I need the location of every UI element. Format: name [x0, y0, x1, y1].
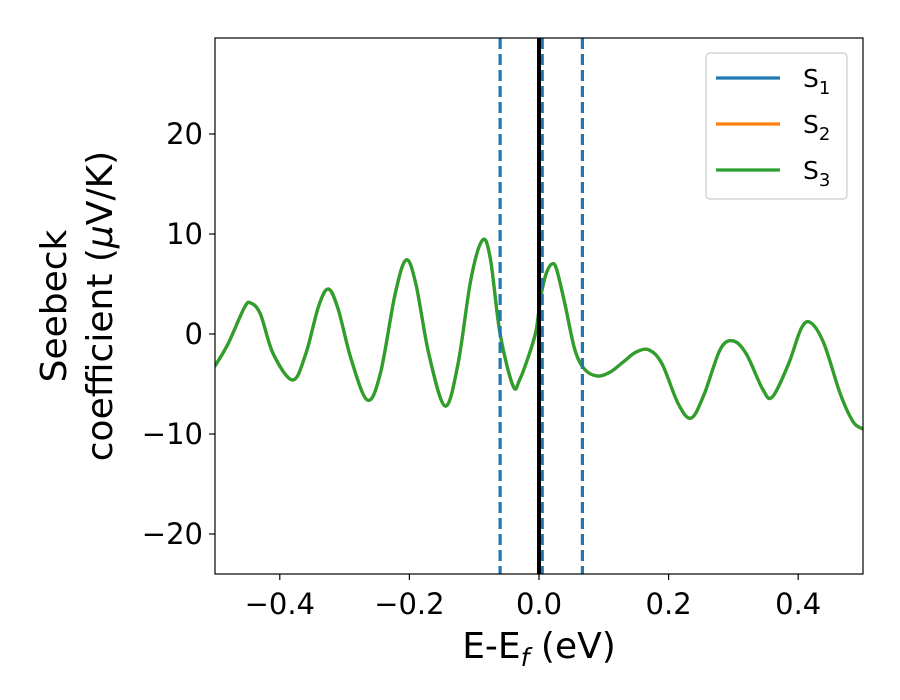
x-tick-label: −0.2 [374, 587, 444, 621]
x-tick-label: 0.0 [516, 587, 562, 621]
legend-frame [705, 52, 848, 200]
y-axis-label-line1: Seebeck [34, 229, 75, 382]
x-axis-label-unit: (eV) [529, 626, 615, 667]
y-axis-label: Seebeck coefficient (μV/K) [34, 151, 121, 461]
y-axis-label-line2: coefficient (μV/K) [80, 151, 121, 461]
x-tick-label: −0.4 [245, 587, 315, 621]
x-axis-label: E-Ef (eV) [462, 626, 616, 672]
y-tick-label: −20 [142, 517, 203, 551]
legend: S1 S2 S3 [705, 52, 848, 200]
x-axis-ticks: −0.4 −0.2 0.0 0.2 0.4 [245, 574, 821, 621]
legend-label-s1: S1 [803, 64, 830, 99]
reference-lines [498, 38, 585, 574]
y-axis-label-mu: μ [80, 225, 121, 249]
legend-label-s3: S3 [803, 156, 830, 191]
y-axis-label-line2-prefix: coefficient ( [80, 248, 121, 461]
x-tick-label: 0.4 [775, 587, 821, 621]
x-tick-label: 0.2 [646, 587, 692, 621]
y-axis-ticks: −20 −10 0 10 20 [142, 117, 215, 551]
y-tick-label: 10 [166, 217, 203, 251]
x-axis-label-main: E-E [462, 626, 520, 667]
y-tick-label: 0 [185, 317, 203, 351]
y-axis-label-line2-suffix: V/K) [80, 151, 121, 225]
y-tick-label: 20 [166, 117, 203, 151]
y-tick-label: −10 [142, 417, 203, 451]
legend-label-s2: S2 [803, 110, 830, 145]
